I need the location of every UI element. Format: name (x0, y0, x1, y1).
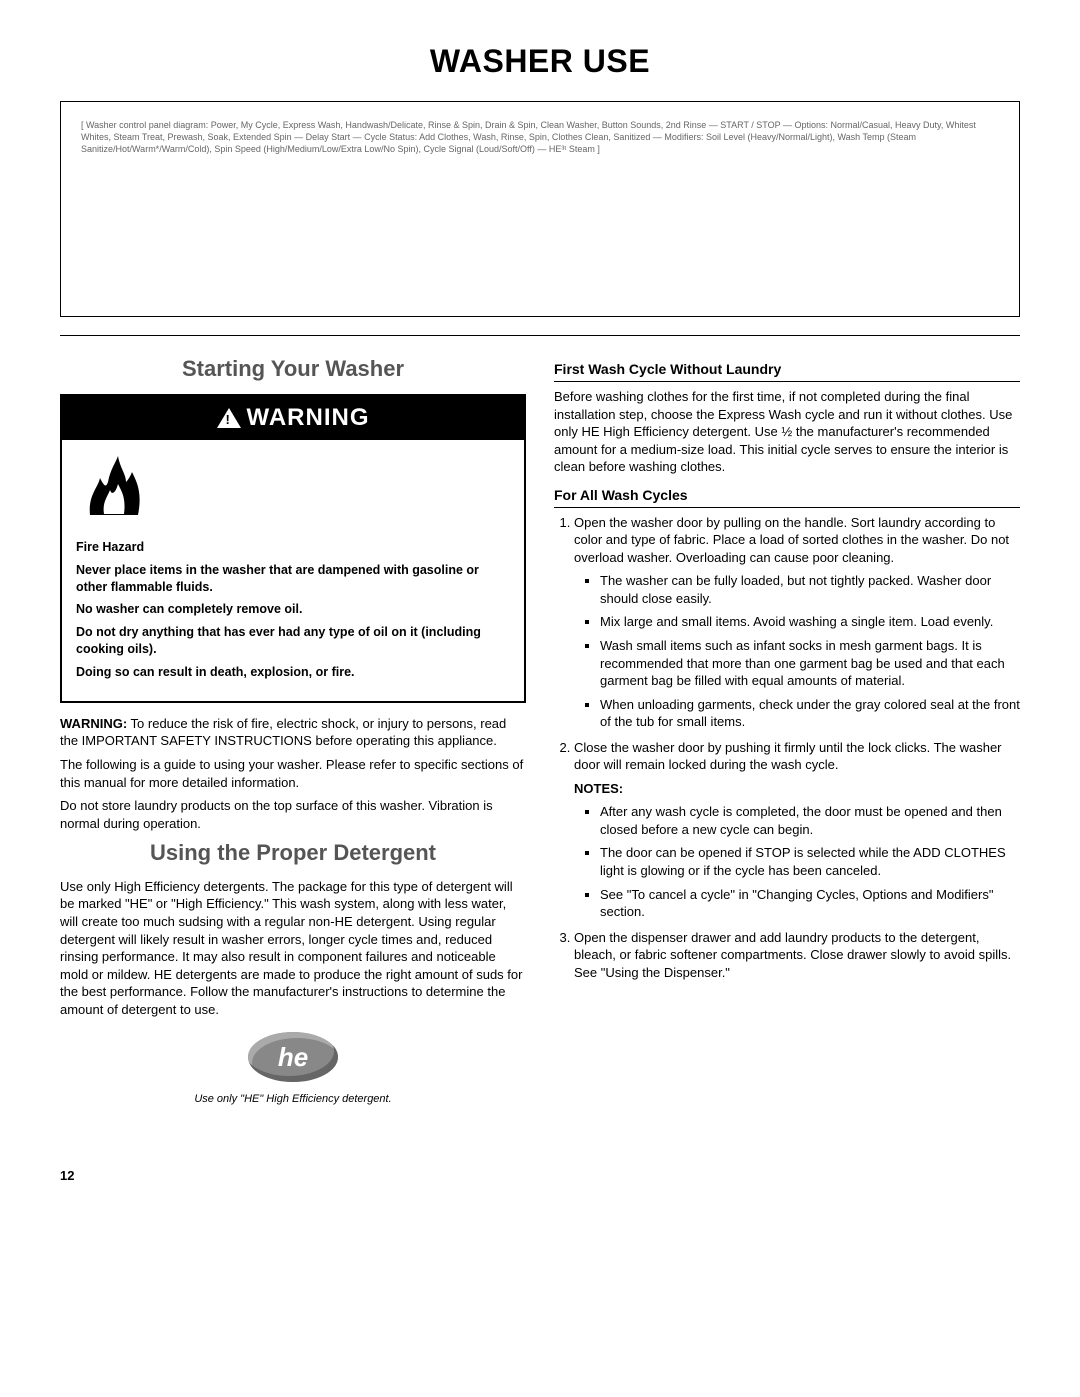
step-1-bullets: The washer can be fully loaded, but not … (574, 572, 1020, 730)
detergent-heading: Using the Proper Detergent (60, 838, 526, 868)
warning-label: WARNING (247, 402, 370, 434)
he-logo-icon: he (248, 1032, 338, 1082)
steps-list: Open the washer door by pulling on the h… (554, 514, 1020, 982)
content-columns: Starting Your Washer WARNING Fire Hazard… (60, 350, 1020, 1107)
step-1-bullet-4: When unloading garments, check under the… (600, 696, 1020, 731)
all-cycles-heading: For All Wash Cycles (554, 486, 1020, 508)
page-number: 12 (60, 1167, 1020, 1185)
fire-icon (80, 450, 150, 520)
note-2: The door can be opened if STOP is select… (600, 844, 1020, 879)
control-panel-diagram: [ Washer control panel diagram: Power, M… (60, 101, 1020, 317)
warning-text-1: Never place items in the washer that are… (76, 562, 510, 596)
note-3: See "To cancel a cycle" in "Changing Cyc… (600, 886, 1020, 921)
step-1: Open the washer door by pulling on the h… (574, 514, 1020, 731)
guide-paragraph: The following is a guide to using your w… (60, 756, 526, 791)
notes-bullets: After any wash cycle is completed, the d… (574, 803, 1020, 920)
warning-paragraph: WARNING: To reduce the risk of fire, ele… (60, 715, 526, 750)
step-1-text: Open the washer door by pulling on the h… (574, 515, 1009, 565)
warning-text-4: Doing so can result in death, explosion,… (76, 664, 510, 681)
step-2-text: Close the washer door by pushing it firm… (574, 740, 1002, 773)
step-1-bullet-2: Mix large and small items. Avoid washing… (600, 613, 1020, 631)
warning-para-text: To reduce the risk of fire, electric sho… (60, 716, 506, 749)
panel-placeholder: [ Washer control panel diagram: Power, M… (73, 112, 1007, 302)
warning-triangle-icon (217, 408, 241, 428)
he-caption: Use only "HE" High Efficiency detergent. (60, 1092, 526, 1107)
page-title: WASHER USE (60, 40, 1020, 83)
fire-hazard-label: Fire Hazard (76, 539, 510, 556)
starting-washer-heading: Starting Your Washer (60, 354, 526, 384)
note-1: After any wash cycle is completed, the d… (600, 803, 1020, 838)
warning-box: WARNING Fire Hazard Never place items in… (60, 394, 526, 703)
step-3: Open the dispenser drawer and add laundr… (574, 929, 1020, 982)
warning-bold: WARNING: (60, 716, 127, 731)
step-2: Close the washer door by pushing it firm… (574, 739, 1020, 921)
step-1-bullet-3: Wash small items such as infant socks in… (600, 637, 1020, 690)
he-logo-wrap: he Use only "HE" High Efficiency deterge… (60, 1032, 526, 1107)
step-1-bullet-1: The washer can be fully loaded, but not … (600, 572, 1020, 607)
warning-body: Fire Hazard Never place items in the was… (62, 440, 524, 701)
storage-paragraph: Do not store laundry products on the top… (60, 797, 526, 832)
first-cycle-heading: First Wash Cycle Without Laundry (554, 360, 1020, 382)
detergent-paragraph: Use only High Efficiency detergents. The… (60, 878, 526, 1018)
warning-header: WARNING (62, 396, 524, 440)
warning-text-3: Do not dry anything that has ever had an… (76, 624, 510, 658)
notes-label: NOTES: (574, 780, 1020, 798)
divider (60, 335, 1020, 336)
warning-text-2: No washer can completely remove oil. (76, 601, 510, 618)
right-column: First Wash Cycle Without Laundry Before … (554, 350, 1020, 1107)
first-cycle-paragraph: Before washing clothes for the first tim… (554, 388, 1020, 476)
left-column: Starting Your Washer WARNING Fire Hazard… (60, 350, 526, 1107)
